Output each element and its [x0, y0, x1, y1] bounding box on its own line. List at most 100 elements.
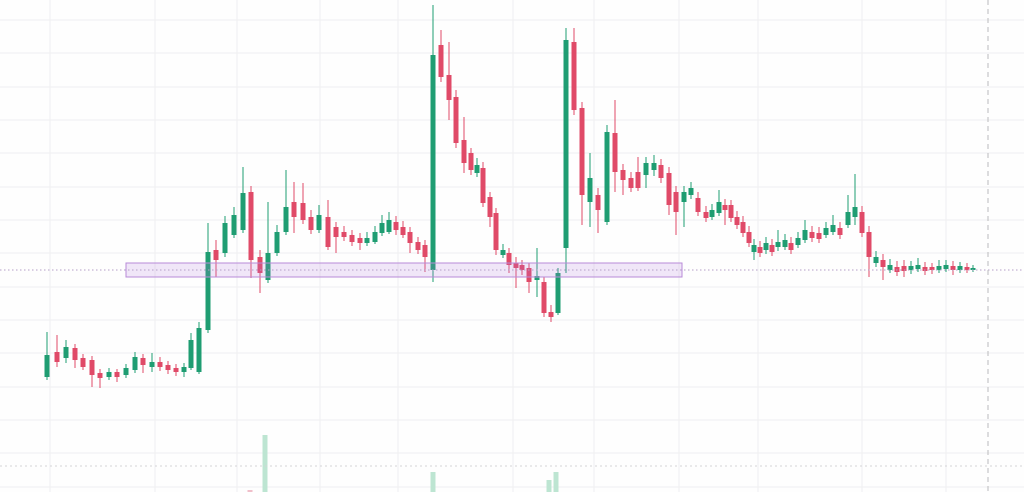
candle-down — [97, 373, 103, 378]
candle-down — [548, 312, 554, 317]
candle-down — [80, 358, 86, 367]
candle-down — [722, 205, 728, 210]
candle-up — [587, 178, 593, 202]
candle-up — [830, 225, 836, 232]
candle-up — [430, 55, 436, 270]
candle-up — [651, 163, 657, 170]
candle-up — [555, 273, 561, 313]
candle-down — [357, 238, 363, 243]
candle-down — [72, 348, 78, 360]
candle-down — [333, 227, 339, 237]
candle-down — [519, 265, 525, 270]
candle-down — [788, 243, 794, 250]
candle-down — [461, 140, 467, 163]
candle-down — [734, 217, 740, 225]
candle-up — [563, 40, 569, 248]
candle-up — [63, 347, 69, 358]
candle-down — [541, 282, 547, 313]
candle-up — [188, 340, 194, 368]
candle-up — [716, 202, 722, 213]
candle-down — [859, 212, 865, 233]
candle-down — [866, 232, 872, 257]
candle-up — [149, 362, 155, 367]
candle-up — [372, 232, 378, 242]
candle-down — [703, 212, 709, 218]
candle-down — [157, 362, 163, 367]
candle-up — [873, 257, 879, 263]
candle-up — [44, 355, 50, 377]
candle-up — [265, 253, 271, 280]
candle-down — [257, 257, 263, 273]
candle-up — [681, 192, 687, 202]
volume-bars-layer — [247, 435, 559, 492]
candle-down — [635, 172, 641, 188]
candle-up — [751, 245, 757, 252]
candle-up — [379, 223, 385, 233]
volume-bar — [247, 490, 253, 492]
candle-down — [728, 205, 734, 218]
candle-up — [274, 232, 280, 253]
candle-down — [964, 267, 970, 270]
candle-down — [816, 233, 822, 239]
candle-down — [291, 202, 297, 217]
candle-up — [709, 210, 715, 217]
candle-up — [795, 238, 801, 245]
candle-up — [222, 223, 228, 253]
candle-down — [769, 245, 775, 252]
candle-down — [415, 242, 421, 250]
candle-down — [880, 260, 886, 267]
candle-down — [950, 266, 956, 270]
candle-up — [240, 193, 246, 230]
candle-up — [181, 367, 187, 372]
candle-down — [922, 267, 928, 271]
candle-up — [106, 372, 112, 377]
candle-down — [746, 232, 752, 243]
candles-layer — [44, 5, 976, 388]
candle-up — [887, 265, 893, 270]
candle-down — [929, 267, 935, 270]
candle-up — [196, 328, 202, 372]
candle-down — [493, 213, 499, 250]
candle-down — [422, 245, 428, 257]
volume-bar — [546, 480, 552, 492]
candle-up — [782, 240, 788, 247]
candle-down — [628, 178, 634, 188]
candle-down — [165, 365, 171, 370]
candle-down — [666, 173, 672, 205]
candle-down — [620, 170, 626, 180]
candle-up — [205, 252, 211, 330]
candle-down — [341, 232, 347, 237]
candle-down — [612, 133, 618, 172]
candle-up — [604, 132, 610, 222]
candle-down — [468, 153, 474, 170]
candle-down — [407, 232, 413, 243]
candle-up — [534, 276, 540, 280]
candle-up — [283, 207, 289, 232]
candle-up — [845, 212, 851, 225]
candle-up — [823, 228, 829, 235]
candle-down — [173, 368, 179, 372]
candle-up — [852, 207, 858, 217]
candle-down — [453, 97, 459, 143]
volume-bar — [430, 472, 436, 492]
candle-up — [316, 215, 322, 230]
candle-up — [936, 266, 942, 270]
candle-up — [943, 265, 949, 269]
candle-down — [487, 197, 493, 217]
candle-down — [400, 227, 406, 235]
candle-up — [763, 243, 769, 250]
candle-down — [837, 228, 843, 235]
candle-down — [695, 198, 701, 212]
candle-down — [213, 250, 219, 260]
price-level-dotted-lines — [0, 269, 1024, 467]
candle-down — [480, 168, 486, 203]
candle-up — [474, 165, 480, 173]
candle-down — [54, 352, 60, 362]
candle-down — [506, 253, 512, 265]
candle-up — [802, 230, 808, 240]
candle-down — [438, 45, 444, 77]
candle-up — [970, 268, 976, 270]
candle-down — [349, 235, 355, 242]
